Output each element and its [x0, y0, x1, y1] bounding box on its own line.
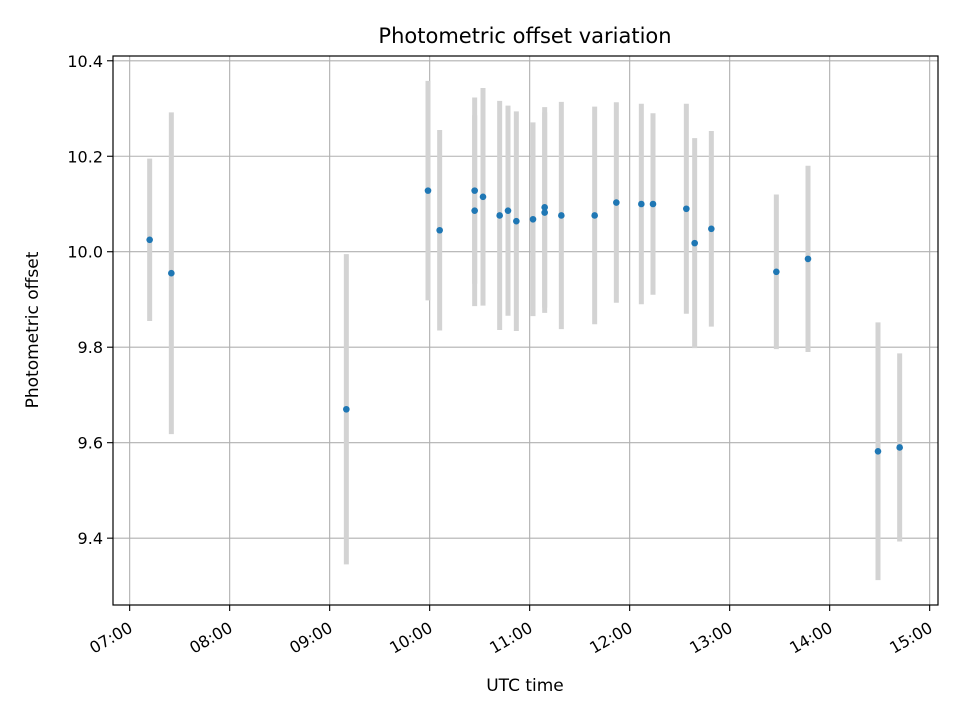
data-point — [168, 269, 175, 277]
data-point — [804, 255, 812, 263]
data-point — [436, 226, 443, 234]
data-point — [479, 193, 487, 201]
data-points — [146, 187, 903, 455]
y-tick-label: 10.0 — [67, 243, 103, 262]
x-axis-label: UTC time — [486, 676, 564, 696]
data-point — [558, 212, 565, 219]
data-point — [541, 209, 548, 216]
data-point — [613, 199, 620, 206]
data-point — [541, 204, 548, 211]
y-tick-label: 9.4 — [78, 529, 103, 548]
data-point — [496, 212, 503, 219]
data-point — [504, 207, 512, 214]
data-point — [708, 225, 715, 233]
data-point — [591, 212, 598, 219]
y-axis-label: Photometric offset — [23, 251, 43, 408]
data-point — [773, 268, 780, 276]
data-point — [471, 207, 478, 214]
data-point — [683, 205, 690, 213]
data-point — [343, 405, 350, 413]
y-tick-label: 10.4 — [67, 52, 103, 71]
y-axis-ticks: 9.4 9.6 9.8 10.0 10.2 10.4 — [67, 52, 113, 548]
data-point — [691, 239, 698, 247]
chart-title: Photometric offset variation — [378, 24, 671, 48]
data-point — [896, 444, 903, 451]
data-point — [529, 215, 537, 223]
data-point — [513, 217, 520, 225]
data-point — [146, 236, 153, 244]
data-point — [424, 187, 432, 194]
grid — [113, 56, 938, 605]
data-point — [471, 187, 478, 194]
data-point — [649, 200, 657, 208]
plot-frame — [112, 55, 939, 606]
y-tick-label: 9.8 — [78, 338, 103, 357]
data-point — [638, 200, 645, 208]
y-tick-label: 10.2 — [67, 147, 103, 166]
y-tick-label: 9.6 — [78, 434, 103, 453]
data-point — [874, 447, 882, 455]
